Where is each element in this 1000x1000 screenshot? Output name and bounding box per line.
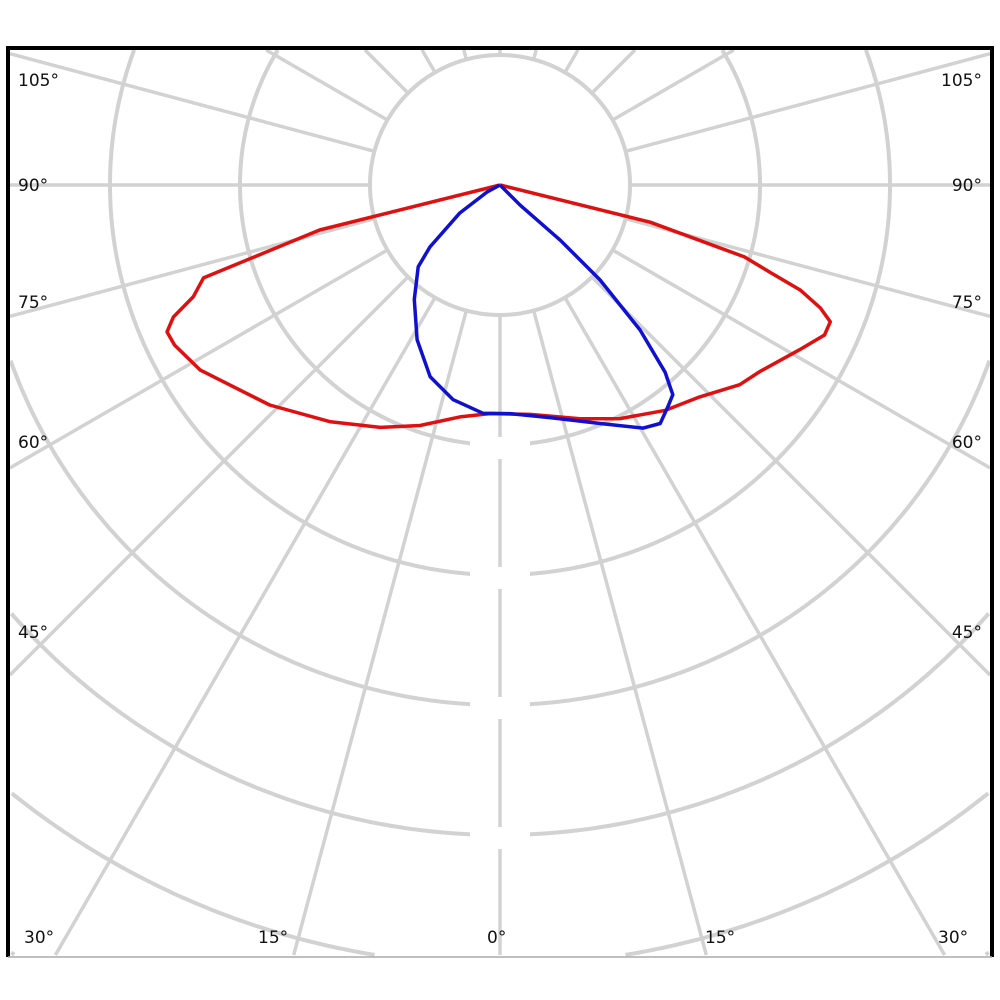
grid-spoke xyxy=(53,296,437,956)
grid-spoke xyxy=(563,296,947,956)
grid-ring xyxy=(9,612,991,837)
label-left-75: 75° xyxy=(18,293,48,313)
grid-spoke xyxy=(420,49,437,74)
label-left-45: 45° xyxy=(18,623,48,643)
label-left-90: 90° xyxy=(18,176,48,196)
angle-labels: 105° 90° 75° 60° 45° 105° 90° 75° 60° 45… xyxy=(18,71,982,948)
grid-spoke xyxy=(9,248,389,470)
label-right-105: 105° xyxy=(941,71,982,91)
grid-spoke xyxy=(611,48,735,122)
grid-spoke xyxy=(363,48,410,95)
grid-spoke xyxy=(625,52,991,154)
ring-value-gap xyxy=(470,697,530,719)
label-bottom-30-right: 30° xyxy=(938,928,968,948)
grid-spoke xyxy=(9,52,375,154)
curves xyxy=(165,183,833,430)
label-left-60: 60° xyxy=(18,433,48,453)
curve-series-2 xyxy=(412,183,675,430)
grid-spoke xyxy=(9,216,375,318)
grid-spoke xyxy=(590,48,637,95)
ring-value-gap xyxy=(470,827,530,849)
label-bottom-0: 0° xyxy=(487,928,506,948)
grid-spoke xyxy=(531,49,538,60)
grid-ring xyxy=(108,49,892,577)
grid-spoke xyxy=(291,310,469,956)
grid-spoke xyxy=(462,49,469,60)
label-left-105: 105° xyxy=(18,71,59,91)
ring-value-gap xyxy=(470,437,530,459)
ring-value-gap xyxy=(470,567,530,589)
label-right-90: 90° xyxy=(952,176,982,196)
label-right-60: 60° xyxy=(952,433,982,453)
label-bottom-30-left: 30° xyxy=(24,928,54,948)
grid-spoke xyxy=(611,248,991,470)
grid-ring xyxy=(10,791,990,957)
grid-spoke xyxy=(531,310,709,956)
grid-spoke xyxy=(265,48,389,122)
grid-spoke xyxy=(590,275,992,677)
label-bottom-15-right: 15° xyxy=(705,928,735,948)
label-right-45: 45° xyxy=(952,623,982,643)
grid-ring xyxy=(8,360,992,707)
label-right-75: 75° xyxy=(952,293,982,313)
ring-label-gaps xyxy=(470,437,530,849)
chart-frame xyxy=(6,46,994,957)
grid-ring xyxy=(10,950,990,957)
grid-ring xyxy=(238,49,762,447)
grid-spoke xyxy=(563,49,580,74)
grid-spoke xyxy=(8,275,410,677)
label-bottom-15-left: 15° xyxy=(258,928,288,948)
